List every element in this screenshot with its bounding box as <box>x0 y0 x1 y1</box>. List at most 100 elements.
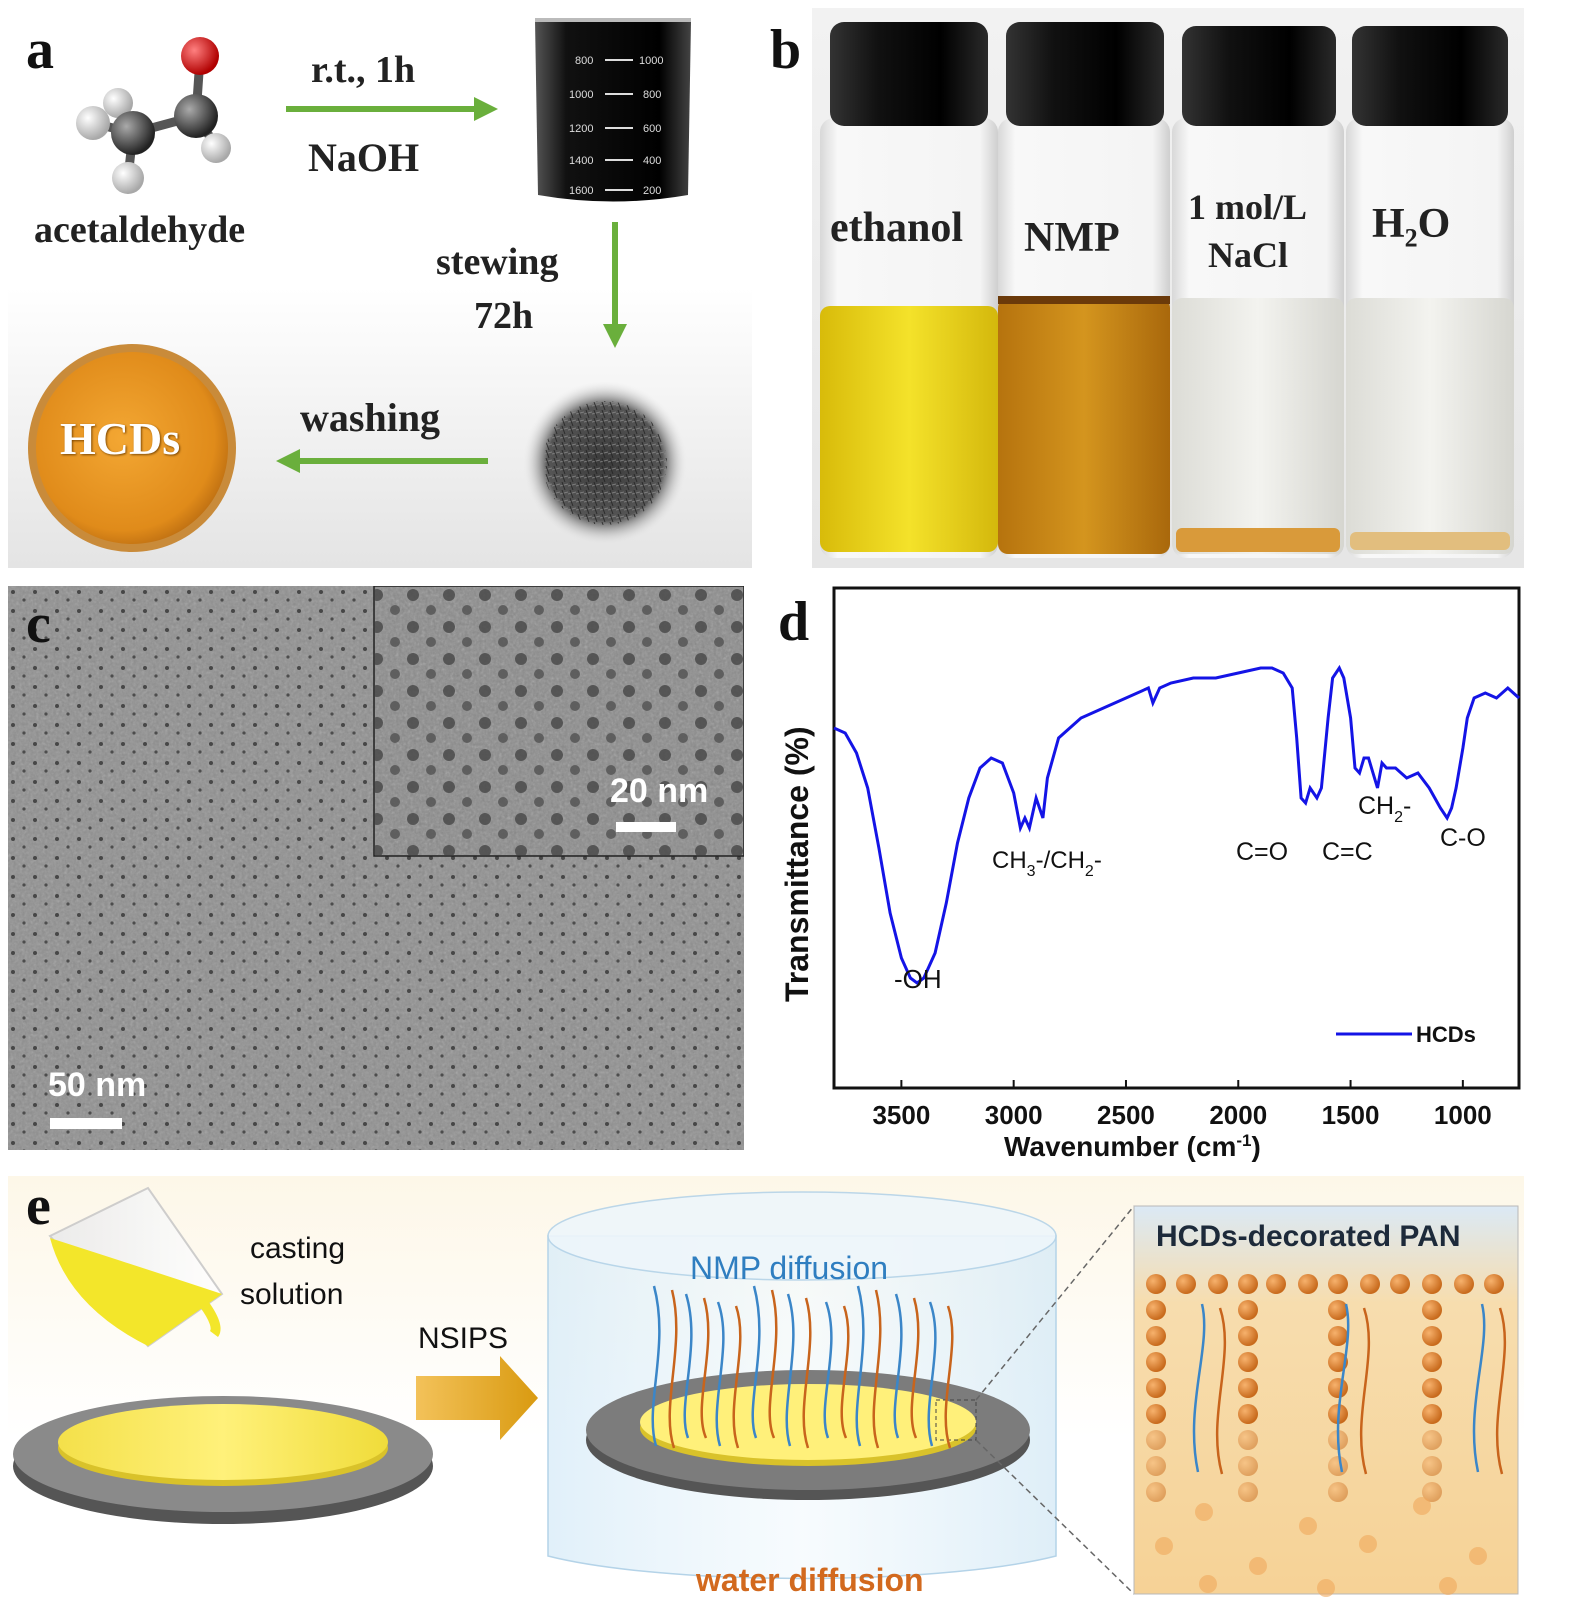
main-scale-bar <box>50 1118 122 1129</box>
nmp-arrow <box>651 1285 661 1447</box>
panel-b-label: b <box>770 19 802 81</box>
nmp-arrow <box>1336 1303 1350 1473</box>
hcd-particle <box>1469 1547 1487 1565</box>
hcd-particle <box>1413 1497 1431 1515</box>
beaker-mark: 800 <box>643 89 661 101</box>
hcd-particle <box>1299 1517 1317 1535</box>
inset-scale-label: 20 nm <box>610 772 709 810</box>
inset-title: HCDs-decorated PAN <box>1156 1220 1461 1253</box>
hcd-particle <box>1238 1404 1258 1424</box>
x-tick-label: 1000 <box>1434 1100 1492 1130</box>
hcd-particle <box>1176 1274 1196 1294</box>
water-arrow <box>732 1305 742 1449</box>
hcd-particle <box>1422 1274 1442 1294</box>
acetaldehyde-molecule-icon <box>76 37 231 194</box>
hcd-particle <box>1266 1274 1286 1294</box>
panel-a-label: a <box>26 19 54 81</box>
hcd-particle <box>1238 1482 1258 1502</box>
main-scale-label: 50 nm <box>48 1066 147 1104</box>
tem-image <box>8 586 744 1150</box>
vials-photo <box>820 22 1514 558</box>
water-arrow <box>840 1305 850 1439</box>
vial-label-nmp: NMP <box>1024 215 1120 261</box>
hcd-particle <box>1360 1274 1380 1294</box>
panel-b: b ethanol NMP 1 mol/L NaCl H2O <box>770 8 1524 568</box>
hcd-particle <box>1317 1579 1335 1597</box>
hcd-particle <box>1422 1352 1442 1372</box>
hcd-particle <box>1439 1577 1457 1595</box>
hcd-particle <box>1238 1378 1258 1398</box>
annotation-ch2: CH2- <box>1358 792 1411 826</box>
process-label: NSIPS <box>418 1322 509 1355</box>
hcd-particle <box>1422 1482 1442 1502</box>
nmp-arrow <box>715 1301 725 1447</box>
casting-label-1: casting <box>250 1232 346 1265</box>
nmp-arrow <box>927 1301 937 1447</box>
hcd-particle <box>1146 1326 1166 1346</box>
beaker-mark: 1000 <box>639 55 663 67</box>
hcd-particle <box>1238 1456 1258 1476</box>
casting-label-2: solution <box>240 1278 344 1311</box>
hcd-particle <box>1146 1300 1166 1320</box>
hcd-particle <box>1146 1456 1166 1476</box>
hcd-particle <box>1238 1326 1258 1346</box>
y-axis-title: Transmittance (%) <box>779 726 815 1002</box>
annotation-c-double-c: C=C <box>1322 838 1373 866</box>
process-arrow-icon <box>416 1356 538 1440</box>
hcds-powder-image <box>28 344 236 552</box>
product-label: HCDs <box>60 413 181 464</box>
hcd-particle <box>1238 1430 1258 1450</box>
hcd-particle <box>1328 1326 1348 1346</box>
plot-frame <box>832 586 1521 1090</box>
panel-d-label: d <box>778 591 810 653</box>
nmp-arrow <box>683 1293 693 1439</box>
hcd-particle <box>1146 1378 1166 1398</box>
reagent-label: acetaldehyde <box>34 209 246 251</box>
nmp-arrow <box>785 1293 795 1447</box>
annotation-c-o: C-O <box>1440 824 1486 852</box>
x-tick-label: 3000 <box>985 1100 1043 1130</box>
annotation-oh: -OH <box>894 964 942 994</box>
hcd-particle <box>1328 1274 1348 1294</box>
beaker-mark: 1000 <box>569 89 593 101</box>
hcd-particle <box>1238 1352 1258 1372</box>
x-axis-title: Wavenumber (cm-1) <box>1004 1131 1261 1162</box>
series-line-hcds <box>833 664 1520 985</box>
vial-label-nacl-2: NaCl <box>1208 235 1288 275</box>
hcd-particle <box>1454 1274 1474 1294</box>
hcd-particle <box>1199 1575 1217 1593</box>
hcd-particle <box>1422 1404 1442 1424</box>
hcd-particle <box>1422 1430 1442 1450</box>
water-arrow <box>1359 1307 1371 1475</box>
panel-e: e <box>8 1175 1524 1612</box>
hcd-particle <box>1484 1274 1504 1294</box>
annotation-c-double-o: C=O <box>1236 838 1288 866</box>
panel-c-label: c <box>26 593 51 655</box>
pouring-cup-icon <box>48 1186 224 1348</box>
hcd-particle <box>1422 1300 1442 1320</box>
water-arrow <box>1215 1307 1227 1475</box>
hcd-particles <box>1146 1274 1504 1597</box>
beaker-mark: 1400 <box>569 155 593 167</box>
x-tick-label: 3500 <box>872 1100 930 1130</box>
diffusion-arrows <box>651 1285 954 1449</box>
hcd-particle <box>1208 1274 1228 1294</box>
water-arrow <box>700 1297 710 1439</box>
hcd-particle <box>1328 1378 1348 1398</box>
hcd-particle <box>1146 1430 1166 1450</box>
hcd-particle <box>1238 1300 1258 1320</box>
hcd-particle <box>1146 1404 1166 1424</box>
x-tick-label: 1500 <box>1322 1100 1380 1130</box>
hcd-particle <box>1195 1503 1213 1521</box>
x-tick-label: 2500 <box>1097 1100 1155 1130</box>
nmp-diffusion-label: NMP diffusion <box>690 1250 889 1286</box>
beaker-mark: 400 <box>643 155 661 167</box>
nmp-arrow <box>1472 1303 1486 1473</box>
hcd-particle <box>1328 1482 1348 1502</box>
beaker-image: 800 1000 1200 1400 1600 1000 800 600 400… <box>535 18 691 202</box>
hcd-particle <box>1359 1535 1377 1553</box>
hcd-particle <box>1328 1456 1348 1476</box>
water-arrow <box>910 1297 920 1439</box>
nmp-arrow <box>823 1301 833 1439</box>
panel-a: a acetaldehyde r.t., 1h NaOH <box>8 8 752 568</box>
